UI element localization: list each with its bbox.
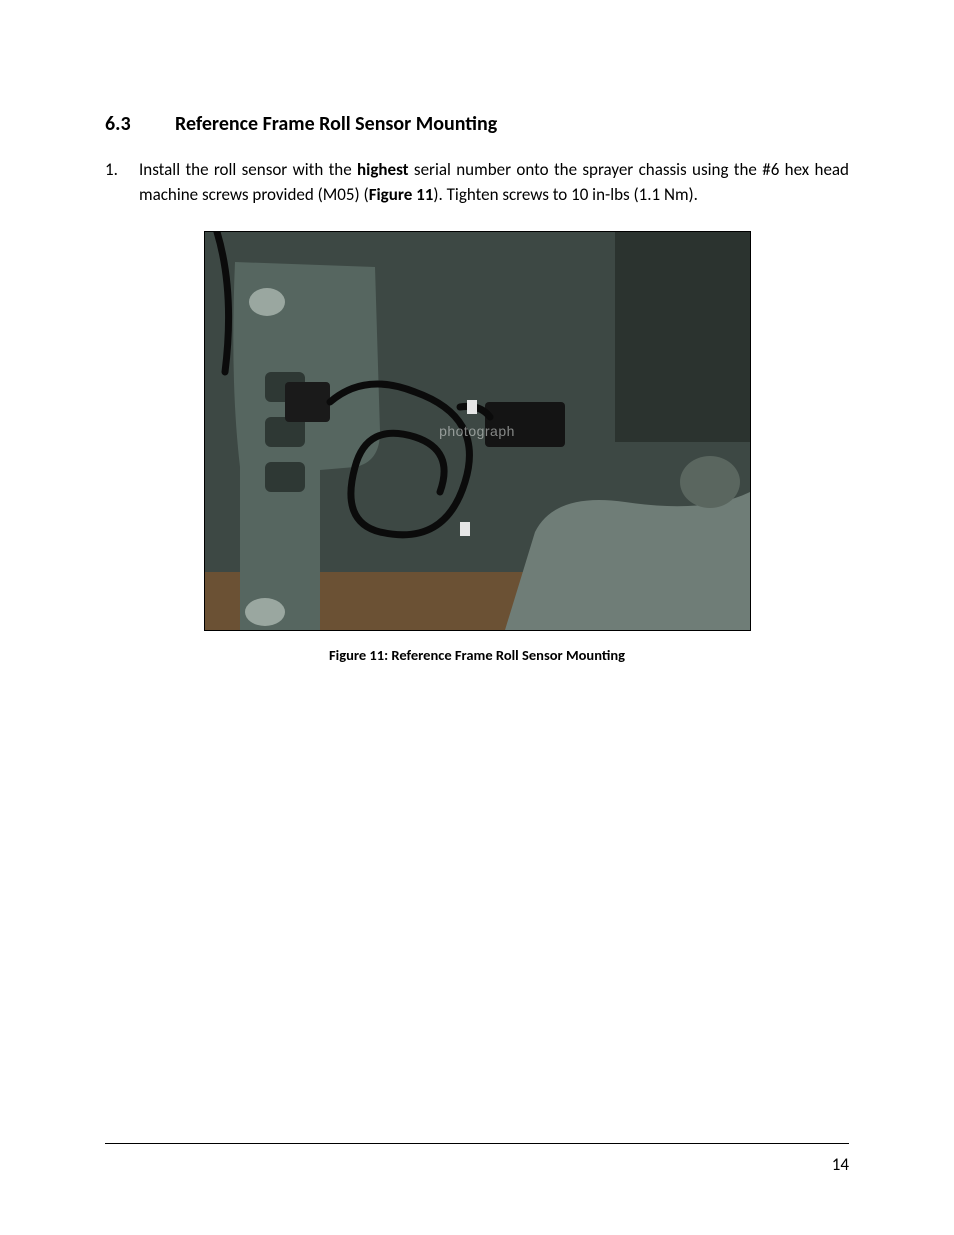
- section-heading: 6.3 Reference Frame Roll Sensor Mounting: [105, 112, 849, 136]
- footer-rule: [105, 1143, 849, 1144]
- svg-cable-tag-2: [460, 522, 470, 536]
- instruction-step-1: 1. Install the roll sensor with the high…: [105, 158, 849, 207]
- text-run: ). Tighten screws to 10 in-lbs (1.1 Nm).: [433, 184, 698, 205]
- svg-connector: [285, 382, 330, 422]
- figure-image: photograph: [204, 231, 751, 631]
- figure-svg: [205, 232, 750, 630]
- list-body: Install the roll sensor with the highest…: [139, 158, 849, 207]
- section-number: 6.3: [105, 112, 175, 136]
- figure-caption: Figure 11: Reference Frame Roll Sensor M…: [105, 646, 849, 664]
- svg-fitting: [680, 456, 740, 508]
- svg-cable-tag-1: [467, 400, 477, 414]
- page-number: 14: [105, 1154, 849, 1175]
- document-page: 6.3 Reference Frame Roll Sensor Mounting…: [0, 0, 954, 1235]
- page-footer: 14: [105, 1143, 849, 1175]
- section-title: Reference Frame Roll Sensor Mounting: [175, 112, 849, 136]
- svg-sensor: [485, 402, 565, 447]
- text-bold: highest: [357, 159, 409, 180]
- svg-machinery-right: [615, 232, 750, 442]
- text-bold: Figure 11: [369, 184, 434, 205]
- text-run: Install the roll sensor with the: [139, 159, 357, 180]
- figure-11: photograph Figure 11: Reference Frame Ro…: [105, 231, 849, 664]
- list-marker: 1.: [105, 158, 139, 183]
